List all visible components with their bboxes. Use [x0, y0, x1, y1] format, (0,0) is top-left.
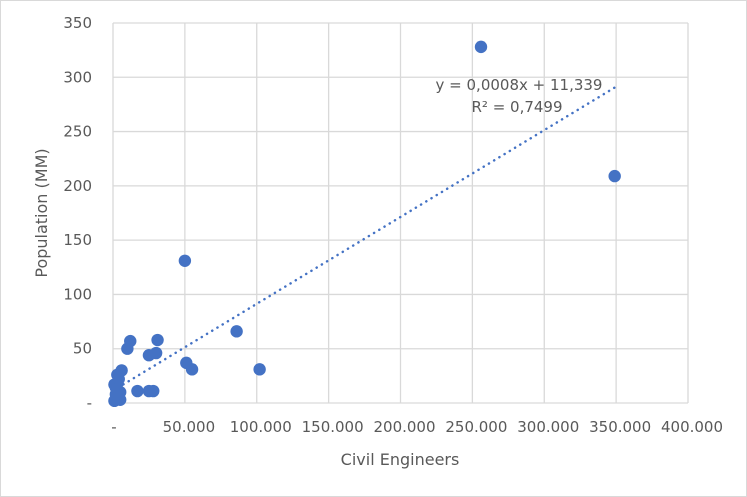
- x-tick-label: 350.000: [589, 418, 651, 436]
- x-tick-label: 200.000: [373, 418, 435, 436]
- data-point: [253, 363, 266, 376]
- y-tick-label: 250: [63, 123, 92, 141]
- y-tick-label: -: [87, 394, 92, 412]
- x-axis-ticks: - 50.000 100.000 150.000 200.000 250.000 300.0…: [111, 418, 723, 436]
- data-point: [121, 342, 134, 355]
- y-tick-label: 200: [63, 177, 92, 195]
- x-tick-label: 50.000: [163, 418, 216, 436]
- data-point: [147, 384, 160, 398]
- trendline-r2: R² = 0,7499: [471, 98, 562, 116]
- x-tick-label: 250.000: [445, 418, 507, 436]
- data-point: [131, 384, 144, 398]
- trendline-path: [111, 85, 618, 392]
- y-tick-label: 150: [63, 231, 92, 249]
- y-tick-label: 350: [63, 14, 92, 32]
- data-point: [149, 346, 163, 360]
- data-point: [185, 363, 199, 376]
- y-tick-label: 50: [73, 340, 92, 358]
- x-axis-title: Civil Engineers: [341, 450, 460, 469]
- y-tick-label: 100: [63, 285, 92, 303]
- x-tick-label: 300.000: [517, 418, 579, 436]
- y-axis-ticks: - 50 100 150 200 250 300 350: [63, 14, 92, 412]
- y-tick-label: 300: [63, 68, 92, 86]
- x-tick-label: -: [111, 418, 116, 436]
- data-point: [608, 169, 621, 183]
- data-points: [108, 40, 621, 408]
- gridlines: [112, 22, 689, 404]
- data-point: [112, 372, 125, 386]
- x-tick-label: 400.000: [661, 418, 723, 436]
- data-point: [109, 388, 123, 401]
- y-axis-title: Population (MM): [32, 148, 51, 277]
- data-point: [230, 325, 243, 338]
- x-tick-label: 150.000: [302, 418, 364, 436]
- x-tick-label: 100.000: [230, 418, 292, 436]
- data-point: [474, 40, 488, 54]
- trendline: [111, 85, 618, 392]
- trendline-equation: y = 0,0008x + 11,339: [436, 76, 603, 94]
- data-point: [151, 333, 164, 347]
- data-point: [178, 254, 192, 267]
